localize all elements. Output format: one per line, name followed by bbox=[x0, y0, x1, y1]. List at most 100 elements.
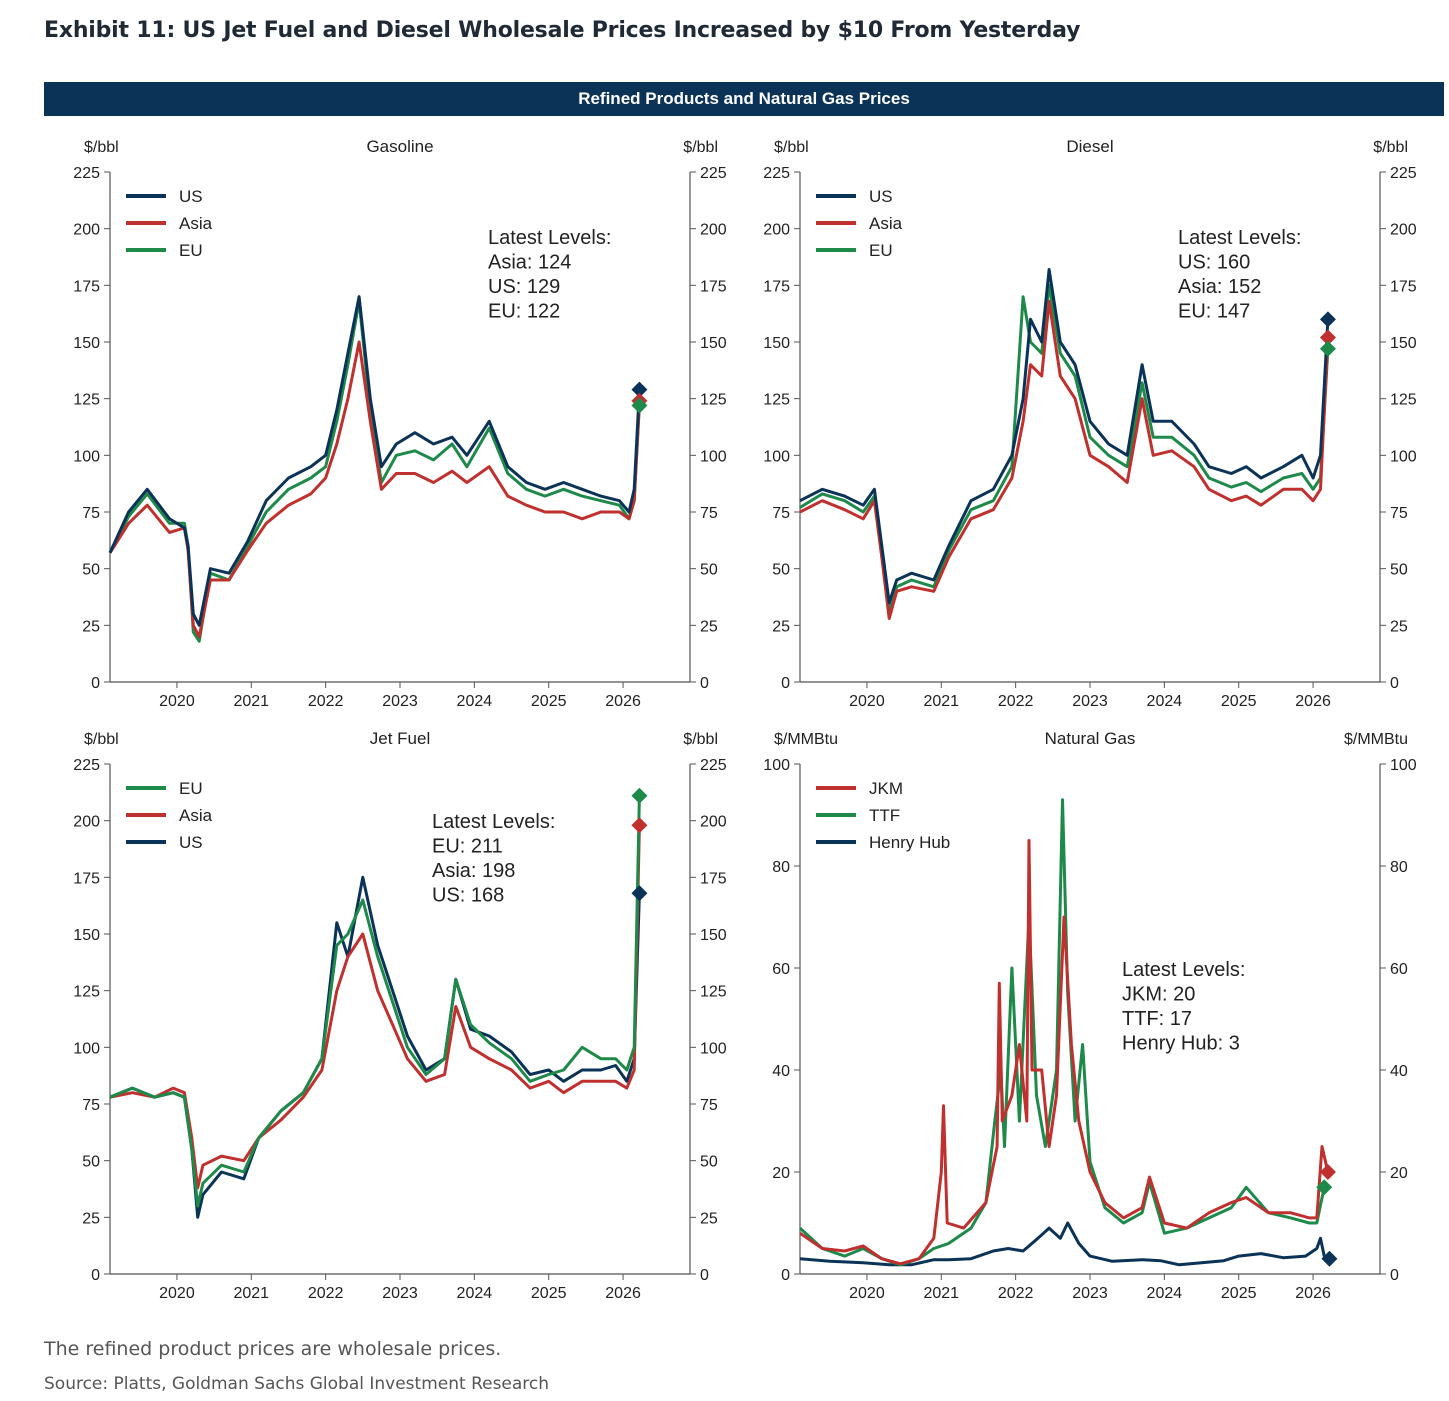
gasoline-panel: Gasoline $/bbl $/bbl 0 0 25 25 50 50 75 75 100 100 12… bbox=[44, 130, 734, 720]
right-y-tick-label: 80 bbox=[1390, 859, 1408, 876]
latest-marker-eu bbox=[631, 397, 648, 414]
right-y-tick-label: 175 bbox=[700, 278, 727, 295]
right-y-tick-label: 0 bbox=[700, 1267, 709, 1284]
left-y-tick-label: 0 bbox=[781, 1267, 790, 1284]
latest-levels-heading: Latest Levels: bbox=[488, 227, 611, 249]
left-y-tick-label: 100 bbox=[763, 757, 790, 774]
left-y-tick-label: 0 bbox=[781, 675, 790, 692]
left-y-tick-label: 75 bbox=[772, 505, 790, 522]
x-tick-label: 2020 bbox=[849, 693, 885, 710]
right-y-tick-label: 50 bbox=[1390, 562, 1408, 579]
x-tick-label: 2026 bbox=[605, 1285, 641, 1302]
latest-level-item: Asia: 198 bbox=[432, 860, 515, 882]
right-y-tick-label: 0 bbox=[1390, 1267, 1399, 1284]
right-y-tick-label: 200 bbox=[1390, 222, 1417, 239]
right-axis-unit: $/bbl bbox=[683, 731, 718, 748]
jet-fuel-panel: Jet Fuel $/bbl $/bbl 0 0 25 25 50 50 75 75 100 100 12… bbox=[44, 722, 734, 1312]
latest-marker-eu bbox=[1319, 340, 1336, 357]
right-y-tick-label: 75 bbox=[700, 1097, 718, 1114]
exhibit-title: Exhibit 11: US Jet Fuel and Diesel Whole… bbox=[44, 18, 1081, 43]
legend-label-us: US bbox=[869, 187, 893, 206]
right-y-tick-label: 225 bbox=[700, 757, 727, 774]
right-y-tick-label: 175 bbox=[700, 870, 727, 887]
latest-level-item: JKM: 20 bbox=[1122, 984, 1195, 1006]
x-tick-label: 2021 bbox=[923, 1285, 959, 1302]
series-line-eu bbox=[109, 795, 641, 1208]
footnote: The refined product prices are wholesale… bbox=[44, 1338, 502, 1360]
latest-marker-asia bbox=[631, 817, 648, 834]
series-line-asia bbox=[799, 299, 1330, 620]
right-y-tick-label: 40 bbox=[1390, 1063, 1408, 1080]
x-tick-label: 2026 bbox=[1295, 1285, 1331, 1302]
right-y-tick-label: 25 bbox=[700, 618, 718, 635]
series-line-henry-hub bbox=[799, 1221, 1331, 1267]
right-y-tick-label: 150 bbox=[1390, 335, 1417, 352]
left-y-tick-label: 125 bbox=[73, 984, 100, 1001]
natural-gas-panel: Natural Gas $/MMBtu $/MMBtu 0 0 20 20 40 40 60 60 8… bbox=[734, 722, 1424, 1312]
jet-fuel-chart: Jet Fuel $/bbl $/bbl 0 0 25 25 50 50 75 75 100 100 12… bbox=[73, 729, 727, 1302]
left-axis-unit: $/bbl bbox=[84, 731, 119, 748]
right-y-tick-label: 100 bbox=[700, 1040, 727, 1057]
right-y-tick-label: 0 bbox=[700, 675, 709, 692]
legend-label-jkm: JKM bbox=[869, 779, 903, 798]
x-tick-label: 2022 bbox=[308, 693, 344, 710]
series-line-us bbox=[108, 295, 641, 627]
right-y-tick-label: 100 bbox=[1390, 448, 1417, 465]
legend-label-eu: EU bbox=[869, 241, 893, 260]
right-y-tick-label: 25 bbox=[700, 1210, 718, 1227]
left-y-tick-label: 50 bbox=[82, 562, 100, 579]
latest-marker-jkm bbox=[1319, 1164, 1336, 1180]
left-y-tick-label: 50 bbox=[772, 562, 790, 579]
diesel-panel: Diesel $/bbl $/bbl 0 0 25 25 50 50 75 75 100 100 125 1… bbox=[734, 130, 1424, 720]
right-y-tick-label: 20 bbox=[1390, 1165, 1408, 1182]
latest-levels-heading: Latest Levels: bbox=[432, 811, 555, 833]
left-y-tick-label: 175 bbox=[763, 278, 790, 295]
panel-title: Diesel bbox=[1066, 137, 1113, 156]
right-y-tick-label: 200 bbox=[700, 222, 727, 239]
x-tick-label: 2022 bbox=[998, 693, 1034, 710]
x-tick-label: 2020 bbox=[849, 1285, 885, 1302]
x-tick-label: 2025 bbox=[1221, 1285, 1257, 1302]
latest-marker-ttf bbox=[1316, 1179, 1333, 1196]
latest-level-item: Asia: 152 bbox=[1178, 276, 1261, 298]
x-tick-label: 2025 bbox=[1221, 693, 1257, 710]
left-y-tick-label: 80 bbox=[772, 859, 790, 876]
latest-marker-us bbox=[631, 381, 648, 398]
legend-label-henry-hub: Henry Hub bbox=[869, 833, 950, 852]
x-tick-label: 2026 bbox=[1295, 693, 1331, 710]
right-y-tick-label: 60 bbox=[1390, 961, 1408, 978]
left-y-tick-label: 60 bbox=[772, 961, 790, 978]
series-line-us bbox=[799, 268, 1330, 605]
latest-level-item: Asia: 124 bbox=[488, 252, 571, 274]
left-y-tick-label: 225 bbox=[763, 165, 790, 182]
x-tick-label: 2024 bbox=[1147, 1285, 1183, 1302]
x-tick-label: 2024 bbox=[1147, 693, 1183, 710]
left-y-tick-label: 50 bbox=[82, 1154, 100, 1171]
chart-banner: Refined Products and Natural Gas Prices bbox=[44, 82, 1444, 116]
latest-level-item: EU: 211 bbox=[432, 836, 503, 858]
left-y-tick-label: 0 bbox=[91, 1267, 100, 1284]
series-line-eu bbox=[799, 283, 1330, 611]
right-axis-unit: $/bbl bbox=[683, 139, 718, 156]
right-y-tick-label: 0 bbox=[1390, 675, 1399, 692]
x-tick-label: 2021 bbox=[233, 693, 269, 710]
x-tick-label: 2020 bbox=[159, 1285, 195, 1302]
legend-label-ttf: TTF bbox=[869, 806, 900, 825]
latest-levels-heading: Latest Levels: bbox=[1122, 959, 1245, 981]
x-tick-label: 2023 bbox=[382, 1285, 418, 1302]
left-y-tick-label: 225 bbox=[73, 165, 100, 182]
left-y-tick-label: 40 bbox=[772, 1063, 790, 1080]
x-tick-label: 2024 bbox=[457, 1285, 493, 1302]
left-y-tick-label: 25 bbox=[772, 618, 790, 635]
legend-label-asia: Asia bbox=[179, 214, 213, 233]
right-y-tick-label: 125 bbox=[700, 392, 727, 409]
right-y-tick-label: 150 bbox=[700, 335, 727, 352]
latest-level-item: US: 129 bbox=[488, 276, 560, 298]
legend-label-us: US bbox=[179, 833, 203, 852]
legend-label-asia: Asia bbox=[869, 214, 903, 233]
left-y-tick-label: 25 bbox=[82, 1210, 100, 1227]
right-y-tick-label: 150 bbox=[700, 927, 727, 944]
series-line-jkm bbox=[799, 839, 1330, 1266]
left-y-tick-label: 200 bbox=[73, 814, 100, 831]
